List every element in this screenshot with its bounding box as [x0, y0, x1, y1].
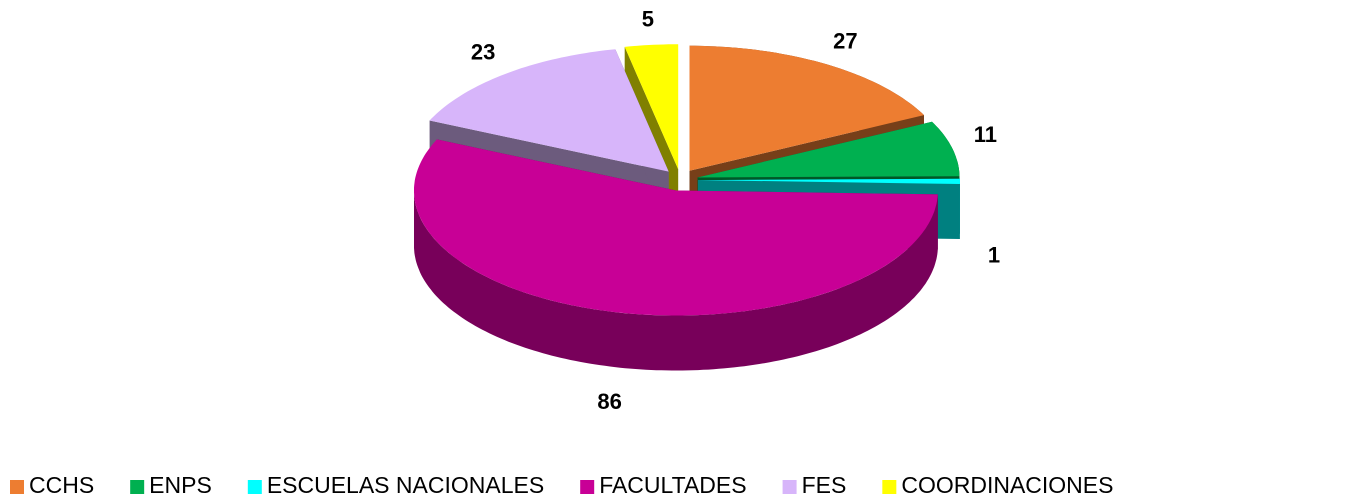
legend-swatch [782, 480, 797, 494]
legend-label: CCHS [29, 472, 94, 498]
slice [689, 45, 924, 171]
slice [624, 44, 679, 170]
slice [414, 139, 938, 316]
legend-label: FES [802, 472, 847, 498]
legend-swatch [580, 480, 595, 494]
value-label: 23 [471, 39, 495, 64]
slice [429, 49, 669, 172]
legend-swatch [130, 480, 145, 494]
legend-label: FACULTADES [599, 472, 746, 498]
legend-label: COORDINACIONES [901, 472, 1113, 498]
value-label: 86 [597, 389, 621, 414]
slice [698, 178, 960, 184]
legend-label: ESCUELAS NACIONALES [267, 472, 544, 498]
value-label: 27 [833, 29, 857, 54]
slice [697, 121, 960, 178]
legend-swatch [882, 480, 897, 494]
value-label: 5 [642, 7, 654, 32]
legend-swatch [247, 480, 262, 494]
legend-label: ENPS [149, 472, 212, 498]
legend: CCHS ENPS ESCUELAS NACIONALES FACULTADES FES… [10, 472, 1113, 498]
legend-swatch [10, 480, 24, 494]
value-label: 11 [974, 122, 997, 147]
pie-tops [414, 44, 960, 316]
value-label: 1 [988, 242, 1000, 267]
slice-outer-side [414, 190, 938, 371]
